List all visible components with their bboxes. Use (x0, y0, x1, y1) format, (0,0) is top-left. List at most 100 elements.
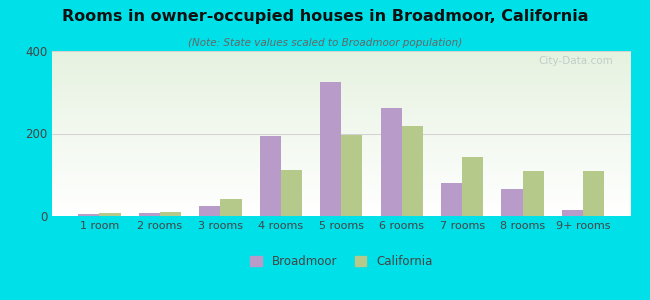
Text: Rooms in owner-occupied houses in Broadmoor, California: Rooms in owner-occupied houses in Broadm… (62, 9, 588, 24)
Bar (52, 214, 630, 215)
Bar (52, 101, 630, 102)
Bar (52, 54, 630, 55)
Bar (52, 63, 630, 64)
Bar (52, 212, 630, 213)
Bar (52, 136, 630, 137)
Bar (52, 141, 630, 142)
Bar (52, 202, 630, 203)
Bar (52, 188, 630, 189)
Bar (52, 123, 630, 124)
Bar (52, 53, 630, 54)
Bar (52, 173, 630, 174)
Bar (341, 135, 363, 216)
Bar (52, 146, 630, 147)
Bar (52, 153, 630, 154)
Bar (52, 184, 630, 185)
Bar (52, 137, 630, 138)
Bar (52, 104, 630, 105)
Bar (52, 126, 630, 127)
Bar (52, 102, 630, 103)
Bar (562, 210, 583, 216)
Bar (52, 194, 630, 195)
Bar (52, 77, 630, 78)
Bar (52, 106, 630, 107)
Bar (52, 99, 630, 100)
Bar (52, 166, 630, 167)
Bar (199, 206, 220, 216)
Bar (52, 120, 630, 121)
Bar (380, 108, 402, 216)
Bar (52, 68, 630, 69)
Bar (523, 171, 544, 216)
Bar (52, 98, 630, 99)
Bar (441, 183, 462, 216)
Bar (52, 152, 630, 153)
Bar (52, 168, 630, 169)
Bar (52, 208, 630, 209)
Text: City-Data.com: City-Data.com (538, 56, 613, 66)
Bar (220, 199, 242, 216)
Bar (52, 111, 630, 112)
Bar (52, 103, 630, 104)
Bar (52, 164, 630, 165)
Bar (52, 79, 630, 80)
Bar (52, 179, 630, 180)
Bar (52, 112, 630, 113)
Bar (52, 210, 630, 211)
Bar (52, 135, 630, 136)
Bar (52, 107, 630, 108)
Bar (52, 162, 630, 163)
Bar (52, 58, 630, 59)
Bar (52, 185, 630, 186)
Bar (52, 207, 630, 208)
Bar (52, 189, 630, 190)
Bar (52, 69, 630, 70)
Bar (52, 138, 630, 139)
Bar (52, 65, 630, 66)
Bar (52, 180, 630, 181)
Bar (52, 96, 630, 97)
Bar (52, 125, 630, 126)
Bar (52, 72, 630, 73)
Bar (52, 92, 630, 93)
Bar (52, 156, 630, 157)
Bar (52, 51, 630, 52)
Bar (52, 122, 630, 123)
Bar (52, 131, 630, 132)
Bar (52, 174, 630, 175)
Bar (52, 195, 630, 196)
Bar (52, 199, 630, 200)
Bar (52, 144, 630, 145)
Bar (52, 140, 630, 141)
Bar (52, 147, 630, 148)
Bar (52, 145, 630, 146)
Bar (52, 165, 630, 166)
Legend: Broadmoor, California: Broadmoor, California (246, 250, 437, 273)
Bar (52, 118, 630, 119)
Bar (52, 57, 630, 58)
Bar (52, 62, 630, 63)
Bar (52, 80, 630, 81)
Bar (52, 117, 630, 118)
Bar (52, 139, 630, 140)
Bar (52, 172, 630, 173)
Bar (52, 158, 630, 159)
Bar (52, 97, 630, 98)
Bar (583, 171, 605, 216)
Bar (52, 178, 630, 179)
Bar (402, 126, 423, 216)
Bar (52, 157, 630, 158)
Bar (52, 160, 630, 161)
Bar (52, 176, 630, 177)
Bar (52, 67, 630, 68)
Bar (52, 187, 630, 188)
Bar (52, 105, 630, 106)
Bar (462, 158, 484, 216)
Bar (138, 213, 160, 216)
Bar (52, 114, 630, 115)
Bar (281, 170, 302, 216)
Bar (52, 143, 630, 144)
Bar (78, 214, 99, 216)
Bar (52, 150, 630, 151)
Bar (52, 200, 630, 201)
